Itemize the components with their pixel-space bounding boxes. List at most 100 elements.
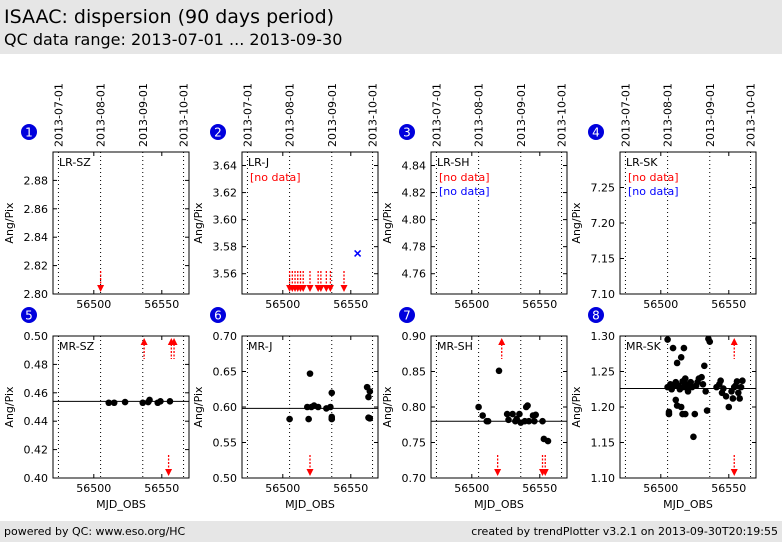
data-point xyxy=(516,410,523,418)
y-tick-label: 2.80 xyxy=(24,288,49,301)
data-point xyxy=(286,415,293,423)
data-point xyxy=(677,403,685,411)
y-tick-label: 1.10 xyxy=(591,472,616,485)
y-axis-label: Ang/Pix xyxy=(192,386,205,428)
y-axis-label: Ang/Pix xyxy=(3,202,16,244)
data-point xyxy=(110,399,118,407)
panel-badge xyxy=(588,307,604,323)
y-tick-label: 2.88 xyxy=(24,174,49,187)
arrow-down-head xyxy=(97,285,105,292)
panel-5: 5 0.40 0.42 0.44 0.46 0.48 0.50 56500 56550 Ang/P… xyxy=(3,307,190,511)
panel-label: LR-SH xyxy=(437,156,470,169)
data-point xyxy=(722,393,730,400)
data-point xyxy=(531,417,538,425)
y-tick-label: 0.80 xyxy=(402,401,427,414)
data-point xyxy=(681,375,689,382)
data-point xyxy=(691,410,699,418)
panel-number: 3 xyxy=(403,126,411,140)
x-tick-label: 56500 xyxy=(76,298,111,311)
date-axis-label: 2013-10-01 xyxy=(556,83,569,147)
x-tick-label: 56550 xyxy=(522,482,557,495)
y-axis-label: Ang/Pix xyxy=(192,202,205,244)
y-tick-label: 3.58 xyxy=(213,241,238,254)
data-point xyxy=(681,410,689,418)
arrow-down-head xyxy=(299,285,307,292)
data-point xyxy=(505,416,512,424)
data-point xyxy=(677,354,685,361)
y-tick-label: 0.85 xyxy=(402,366,427,379)
no-data-note: [no data] xyxy=(439,185,490,198)
panel-4: 4 7.10 7.15 7.20 7.25 56500 56550 Ang/Pix LR-SK [… xyxy=(570,124,757,311)
y-tick-label: 0.90 xyxy=(402,330,427,343)
data-point xyxy=(725,403,733,411)
panel-8: 8 1.10 1.15 1.20 1.25 1.30 56500 56550 Ang/Pix MJ… xyxy=(570,307,757,511)
plot-frame xyxy=(619,151,757,295)
data-point xyxy=(680,344,688,352)
panel-label: MR-SZ xyxy=(59,340,95,353)
x-axis-label: MJD_OBS xyxy=(474,498,524,511)
y-tick-label: 0.75 xyxy=(402,437,427,450)
y-tick-label: 0.46 xyxy=(24,387,49,400)
y-tick-label: 4.78 xyxy=(402,241,427,254)
y-tick-label: 0.48 xyxy=(24,358,49,371)
y-axis-label: Ang/Pix xyxy=(3,386,16,428)
date-axis-label: 2013-08-01 xyxy=(284,83,297,147)
no-data-note: [no data] xyxy=(439,171,490,184)
data-point xyxy=(366,388,374,395)
date-axis-label: 2013-08-01 xyxy=(662,83,675,147)
plot-frame xyxy=(430,151,568,295)
page-subtitle: QC data range: 2013-07-01 ... 2013-09-30 xyxy=(4,30,343,49)
data-point xyxy=(720,385,727,392)
arrow-down-head xyxy=(494,469,502,476)
y-tick-label: 0.55 xyxy=(213,437,238,450)
data-point xyxy=(664,336,671,343)
panel-badge xyxy=(399,307,415,323)
panel-label: MR-SK xyxy=(626,340,662,353)
x-tick-label: 56500 xyxy=(265,482,300,495)
date-axis-label: 2013-10-01 xyxy=(745,83,758,147)
panel-number: 1 xyxy=(25,126,33,140)
plot-frame xyxy=(52,335,190,479)
date-axis-label: 2013-08-01 xyxy=(473,83,486,147)
data-point xyxy=(690,433,697,441)
arrow-down-head xyxy=(306,469,314,476)
data-point xyxy=(673,359,681,367)
data-point xyxy=(327,403,334,411)
data-point xyxy=(736,395,743,402)
arrow-down-head xyxy=(541,469,549,476)
arrow-up-head xyxy=(140,338,148,345)
data-point xyxy=(706,338,714,345)
data-point xyxy=(314,403,322,411)
panel-1: 1 2.80 2.82 2.84 2.86 2.88 56500 56550 Ang/Pix LR… xyxy=(3,124,190,311)
date-axis-label: 2013-09-01 xyxy=(515,83,528,147)
data-point xyxy=(479,412,486,419)
x-axis-label: MJD_OBS xyxy=(663,498,713,511)
arrow-down-head xyxy=(340,285,348,292)
y-tick-label: 1.30 xyxy=(591,330,616,343)
data-point xyxy=(703,407,711,414)
y-tick-label: 3.60 xyxy=(213,214,238,227)
data-point xyxy=(684,388,692,395)
data-point xyxy=(544,437,552,445)
panel-7: 7 0.70 0.75 0.80 0.85 0.90 56500 56550 Ang/Pix MJ… xyxy=(381,307,568,511)
arrow-down-head xyxy=(165,469,173,476)
y-tick-label: 7.20 xyxy=(591,217,616,230)
y-tick-label: 3.56 xyxy=(213,268,238,281)
data-point xyxy=(717,377,724,385)
y-tick-label: 1.25 xyxy=(591,366,616,379)
panel-badge xyxy=(210,124,226,140)
x-tick-label: 56500 xyxy=(76,482,111,495)
data-point xyxy=(672,396,680,404)
date-axis-label: 2013-07-01 xyxy=(619,83,632,147)
y-tick-label: 7.15 xyxy=(591,253,616,266)
y-tick-label: 3.64 xyxy=(213,160,238,173)
panel-number: 5 xyxy=(25,309,33,323)
data-point xyxy=(306,370,314,377)
data-point xyxy=(737,383,745,391)
x-tick-label: 56550 xyxy=(522,298,557,311)
y-tick-label: 7.10 xyxy=(591,288,616,301)
panel-number: 6 xyxy=(214,309,222,323)
panel-number: 8 xyxy=(592,309,600,323)
panel-label: MR-SH xyxy=(437,340,473,353)
